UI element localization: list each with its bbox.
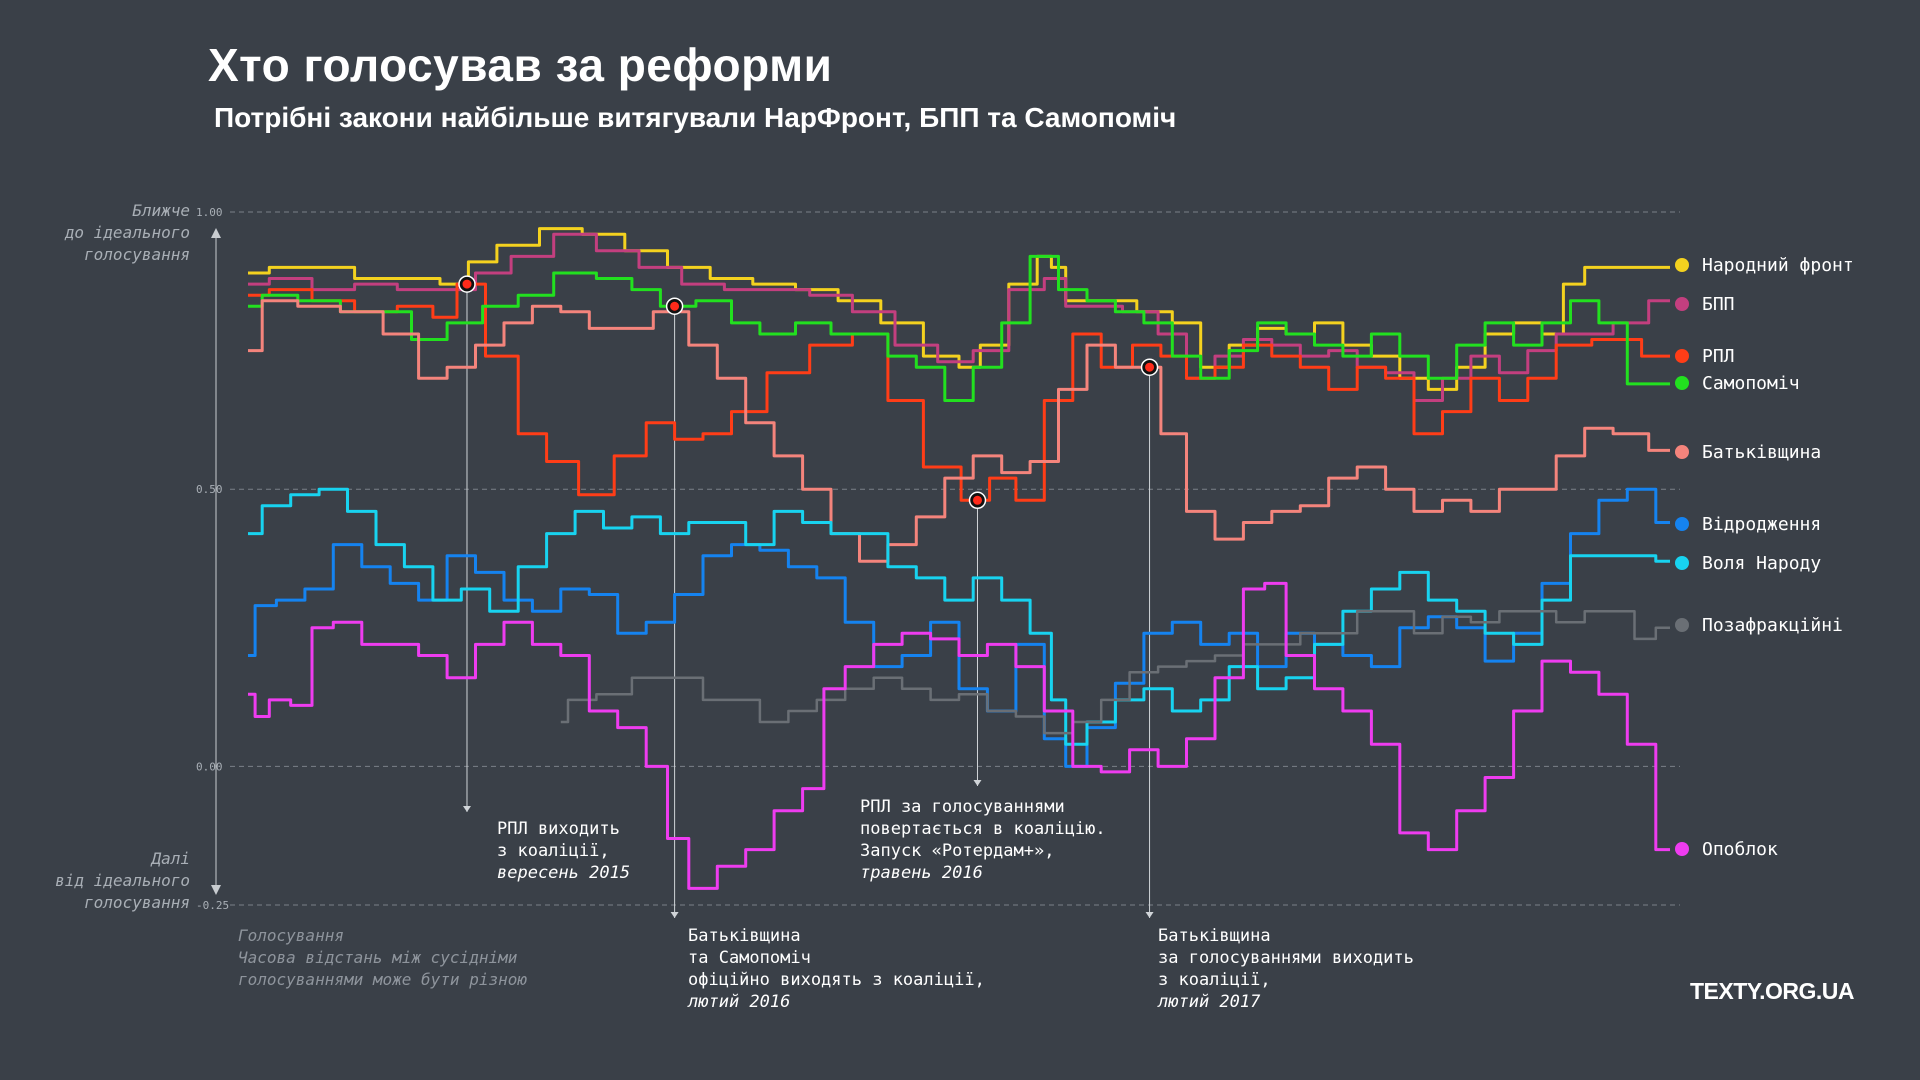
annotation-line: Запуск «Ротердам+», <box>860 841 1055 861</box>
annotation-line: з коаліції, <box>497 841 610 861</box>
series-line <box>248 232 1670 402</box>
annotation-marker-dot <box>972 495 982 505</box>
y-tick-label: -0.25 <box>196 899 229 912</box>
legend: Народний фронт БПП РПЛ Самопоміч Батьківщина… <box>1675 255 1854 860</box>
annotation-date: вересень 2015 <box>497 863 631 883</box>
annotation-line: з коаліції, <box>1158 970 1271 990</box>
annotation-line: та Самопоміч <box>688 948 811 968</box>
y-tick-label: 0.50 <box>196 483 223 496</box>
annotation-date: лютий 2016 <box>688 992 791 1012</box>
annotation-date: лютий 2017 <box>1158 992 1261 1012</box>
arrow-down-icon <box>1145 912 1154 918</box>
y-axis <box>211 228 221 895</box>
axis-note-bottom-line: від ідеального <box>55 871 190 890</box>
annotation-marker-dot <box>462 279 472 289</box>
annotation-batkivshchyna-exit: Батьківщина за голосуваннями виходить з … <box>1158 925 1414 1013</box>
arrow-down-icon <box>670 912 679 918</box>
arrow-up-icon <box>211 228 221 238</box>
legend-label: Батьківщина <box>1702 442 1821 463</box>
footnote-line: голосуваннями може бути різною <box>238 970 527 989</box>
annotation-marker-dot <box>1145 362 1155 372</box>
series-layer <box>248 227 1670 890</box>
legend-label: РПЛ <box>1702 346 1735 367</box>
axis-note-bottom-line: Далі <box>151 849 190 868</box>
legend-label: Воля Народу <box>1702 553 1821 574</box>
series-line <box>560 609 1670 735</box>
y-tick-label: 1.00 <box>196 206 223 219</box>
annotation-line: РПЛ виходить <box>497 819 620 839</box>
footnote-line: Часова відстань між сусідніми <box>238 948 518 967</box>
axis-note-bottom-line: голосування <box>84 893 190 912</box>
legend-label: БПП <box>1702 294 1735 315</box>
chart-subtitle: Потрібні закони найбільше витягували Нар… <box>214 102 1177 133</box>
legend-label: Опоблок <box>1702 839 1778 860</box>
legend-label: Народний фронт <box>1702 255 1854 276</box>
series-line <box>248 282 1670 502</box>
legend-dot <box>1675 258 1689 272</box>
legend-label: Позафракційні <box>1702 615 1843 636</box>
legend-label: Відродження <box>1702 514 1821 535</box>
annotation-marker-dot <box>670 301 680 311</box>
brand-logo: TEXTY.ORG.UA <box>1690 978 1854 1004</box>
legend-dot <box>1675 556 1689 570</box>
footnote-line: Голосування <box>238 926 344 945</box>
axis-note-top-line: до ідеального <box>64 223 190 242</box>
axis-note-top-line: голосування <box>84 245 190 264</box>
legend-dot <box>1675 376 1689 390</box>
annotation-line: за голосуваннями виходить <box>1158 948 1414 968</box>
arrow-down-icon <box>462 806 471 812</box>
chart-title: Хто голосував за реформи <box>208 39 833 91</box>
axis-note-top: Ближче до ідеального голосування <box>0 200 190 266</box>
y-tick-label: 0.00 <box>196 760 223 773</box>
series-line <box>248 487 1670 768</box>
legend-dot <box>1675 517 1689 531</box>
series-line <box>248 487 1670 746</box>
series-line <box>248 254 1670 402</box>
legend-dot <box>1675 297 1689 311</box>
arrow-down-icon <box>973 780 982 786</box>
axis-note-bottom: Далі від ідеального голосування <box>0 848 190 914</box>
arrow-down-icon <box>211 885 221 895</box>
annotation-line: РПЛ за голосуваннями <box>860 797 1065 817</box>
annotation-line: офіційно виходять з коаліції, <box>688 970 985 990</box>
annotation-rpl-return: РПЛ за голосуваннями повертається в коал… <box>860 796 1106 884</box>
annotation-line: повертається в коаліцію. <box>860 819 1106 839</box>
annotation-markers <box>458 275 1159 510</box>
legend-dot <box>1675 445 1689 459</box>
series-line <box>248 581 1670 890</box>
legend-dot <box>1675 842 1689 856</box>
x-axis-footnote: Голосування Часова відстань між сусіднім… <box>238 925 527 991</box>
annotation-line: Батьківщина <box>688 926 801 946</box>
series-line <box>248 299 1670 563</box>
legend-dot <box>1675 349 1689 363</box>
annotation-line: Батьківщина <box>1158 926 1271 946</box>
annotation-samopomich-exit: Батьківщина та Самопоміч офіційно виходя… <box>688 925 985 1013</box>
annotation-date: травень 2016 <box>860 863 983 883</box>
legend-label: Самопоміч <box>1702 373 1800 394</box>
axis-note-top-line: Ближче <box>132 201 190 220</box>
annotation-rpl-exit: РПЛ виходить з коаліції, вересень 2015 <box>497 818 630 884</box>
legend-dot <box>1675 618 1689 632</box>
